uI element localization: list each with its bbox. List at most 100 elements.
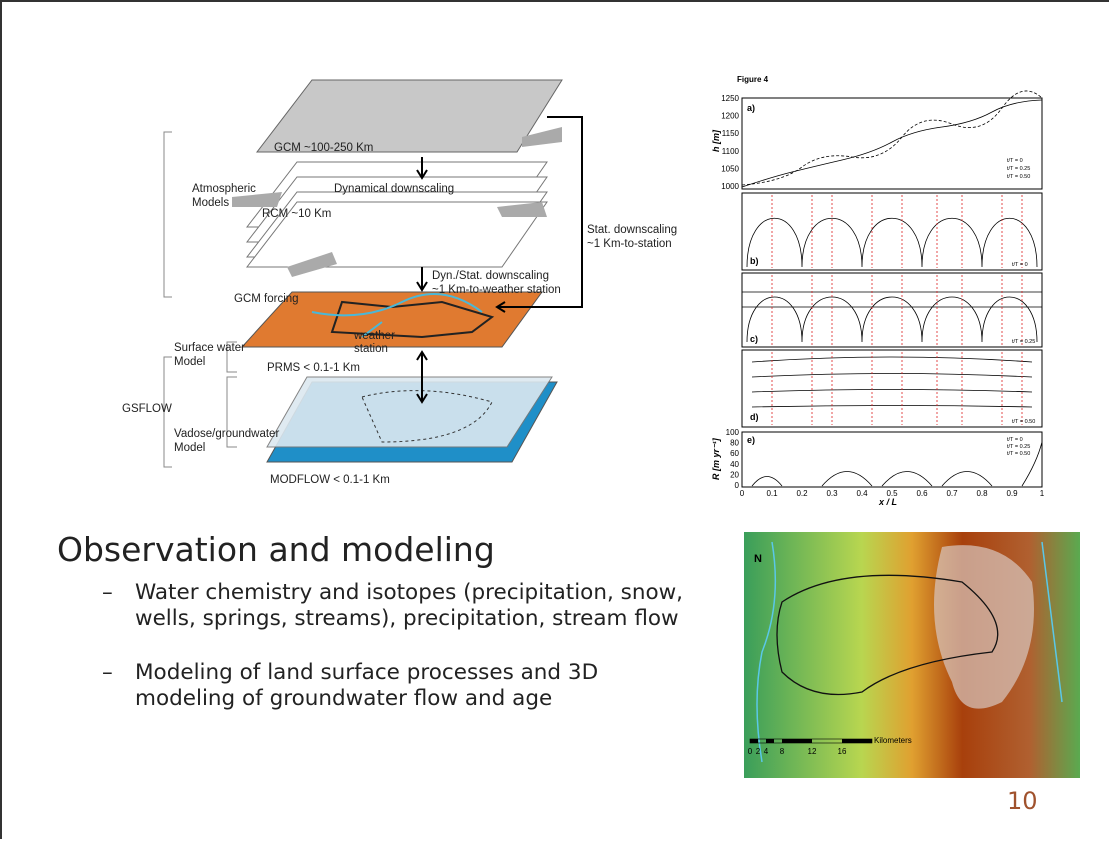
bullet-text: Modeling of land surface processes and 3… [135,660,702,712]
slide-title: Observation and modeling [57,530,495,569]
x-tick-label: 0.2 [796,489,808,498]
label: weather [353,330,395,342]
scale-tick-label: 4 [764,747,769,756]
page-number: 10 [1007,787,1038,815]
graphic [772,195,1022,268]
label: GCM forcing [234,293,299,305]
label: PRMS < 0.1-1 Km [267,362,360,374]
label: ~1 Km-to-weather station [432,284,561,296]
label: t/T = 0.50 [1007,451,1030,457]
slide: GCM ~100-250 Km Dynamical downscaling At… [0,0,1109,839]
graphic [752,442,1042,486]
r-tick-label: 20 [730,470,739,479]
bullet-marker: – [102,580,135,632]
label: t/T = 0.50 [1012,419,1035,425]
x-tick-label: 1 [1040,489,1045,498]
label: Dyn./Stat. downscaling [432,270,549,282]
graphic [742,100,1042,187]
r-tick-label: 60 [730,449,739,458]
graphic [772,352,1022,425]
label: RCM ~10 Km [262,208,331,220]
label: MODFLOW < 0.1-1 Km [270,474,390,486]
graphic: t/T = 0t/T = 0.25t/T = 0.50 t/T = 0t/T =… [1007,158,1035,457]
label: Kilometers [874,736,912,745]
label: t/T = 0 [1007,158,1023,164]
scale-tick-label: 16 [838,747,847,756]
x-tick-label: 0.3 [826,489,838,498]
graphic [772,275,1022,345]
scale-tick-label: 8 [780,747,785,756]
label: h [m] [711,129,721,152]
h-tick-label: 1100 [722,147,740,156]
label: Atmospheric [192,183,256,195]
label: t/T = 0 [1012,262,1028,268]
label: Vadose/groundwater [174,428,279,440]
scale-tick-label: 12 [808,747,817,756]
graphic [742,193,1042,270]
graphic [417,267,427,290]
label: t/T = 0.25 [1007,444,1030,450]
graphic [742,292,1042,342]
h-tick-label: 1050 [721,164,739,173]
graphic [742,91,1042,185]
label: R [m yr⁻¹] [711,437,721,480]
label: t/T = 0.25 [1012,339,1035,345]
graphic [267,377,552,447]
label: Model [174,356,205,368]
x-tick-label: 0.4 [856,489,868,498]
r-tick-label: 40 [730,460,739,469]
graphic [750,739,758,743]
label: t/T = 0.25 [1007,166,1030,172]
figures: GCM ~100-250 Km Dynamical downscaling At… [2,2,1109,841]
h-tick-label: 1000 [721,182,739,191]
graphic [766,739,774,743]
bullet: –Modeling of land surface processes and … [102,660,702,712]
h-tick-label: 1150 [722,129,740,138]
label: Surface water [174,342,245,354]
graphic [750,739,872,743]
label: t/T = 0.50 [1007,174,1030,180]
label: e) [747,435,755,445]
bullet: –Water chemistry and isotopes (precipita… [102,580,702,632]
x-tick-label: 0.5 [886,489,898,498]
label: d) [750,412,759,422]
x-tick-label: 0.9 [1006,489,1018,498]
label: t/T = 0 [1007,437,1023,443]
graphic [742,273,1042,347]
graphic [747,218,1037,267]
label: b) [750,256,759,266]
label: x / L [878,497,897,507]
graphic [742,432,1042,487]
label: Dynamical downscaling [334,183,454,195]
graphic [742,98,1042,487]
bullet-marker: – [102,660,135,712]
r-tick-label: 80 [730,439,739,448]
label: a) [747,103,755,113]
label: Model [174,442,205,454]
label: N [754,553,762,565]
label: station [354,343,388,355]
x-tick-label: 0.6 [916,489,928,498]
r-tick-label: 100 [726,428,740,437]
label: Models [192,197,229,209]
label: Figure 4 [737,75,769,84]
x-tick-label: 0.7 [946,489,958,498]
x-tick-label: 0.8 [976,489,988,498]
label: c) [750,334,758,344]
graphic [842,739,872,743]
x-tick-label: 0 [740,489,745,498]
scale-tick-label: 0 [748,747,753,756]
bullet-text: Water chemistry and isotopes (precipitat… [135,580,702,632]
h-tick-label: 1250 [721,94,739,103]
label: Stat. downscaling [587,224,677,236]
h-tick-label: 1200 [721,112,739,121]
graphic [782,739,812,743]
graphic [742,350,1042,427]
label: GCM ~100-250 Km [274,142,373,154]
scale-tick-label: 2 [756,747,761,756]
graphic [752,357,1032,407]
label: ~1 Km-to-station [587,238,672,250]
x-tick-label: 0.1 [766,489,778,498]
label: GSFLOW [122,403,172,415]
